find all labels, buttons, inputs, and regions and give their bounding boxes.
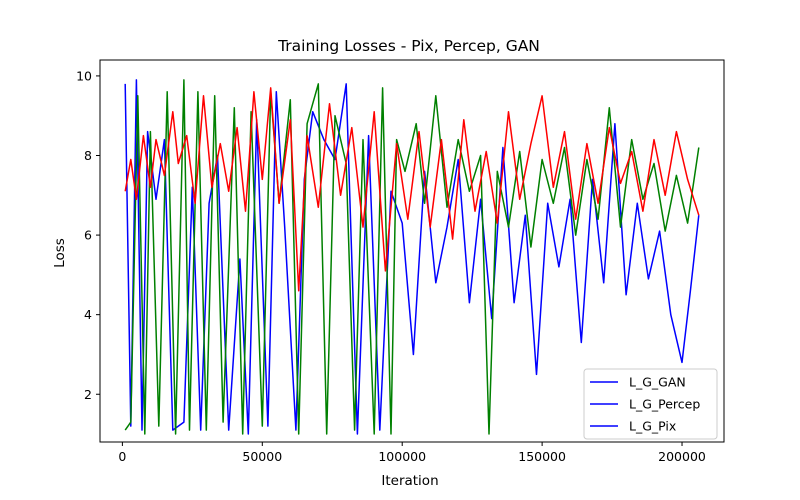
y-tick-label: 8 (84, 148, 92, 163)
legend-box (583, 368, 718, 440)
x-tick-label: 150000 (518, 449, 566, 464)
legend-label: L_G_Pix (629, 419, 676, 434)
series-line-l-g-pix (124, 87, 700, 292)
legend: L_G_GAN L_G_Percep L_G_Pix (583, 368, 718, 440)
x-tick-label: 100000 (378, 449, 426, 464)
x-tick-label: 0 (118, 449, 126, 464)
x-axis: 0 50000 100000 150000 200000 (118, 442, 706, 464)
x-axis-label: Iteration (381, 473, 438, 489)
series-layer (124, 79, 700, 435)
y-tick-label: 4 (84, 307, 92, 322)
y-axis: 2 4 6 8 10 (76, 68, 100, 402)
y-axis-label: Loss (52, 238, 68, 268)
y-tick-label: 2 (84, 387, 92, 402)
plot-frame (99, 59, 725, 443)
series-line-l-g-percep (124, 79, 700, 435)
x-tick-label: 200000 (658, 449, 706, 464)
x-tick-label: 50000 (242, 449, 282, 464)
y-tick-label: 6 (84, 228, 92, 243)
legend-label: L_G_Percep (629, 397, 700, 412)
chart-title: Training Losses - Pix, Percep, GAN (277, 37, 540, 55)
y-tick-label: 10 (76, 68, 92, 83)
series-line-l-g-gan (124, 79, 700, 435)
legend-label: L_G_GAN (629, 375, 686, 390)
